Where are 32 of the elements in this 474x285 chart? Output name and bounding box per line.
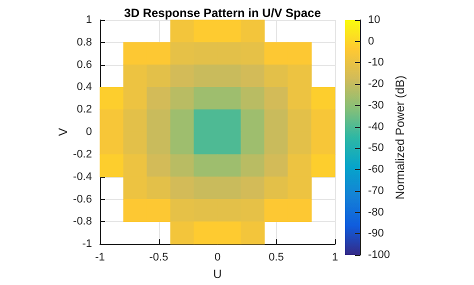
color-bar-label: -100 [368, 249, 390, 261]
y-tick-label: -0.6 [73, 193, 92, 206]
y-tick-label: -1 [82, 238, 92, 250]
color-bar-label: -40 [368, 120, 384, 133]
y-tick-label: -0.8 [73, 216, 92, 228]
y-tick-label: 1 [86, 14, 92, 26]
color-bar-label: -50 [368, 142, 384, 154]
color-bar-title: Normalized Power (dB) [393, 75, 407, 200]
y-tick-label: -0.2 [73, 148, 92, 160]
y-tick-label: -0.4 [73, 170, 92, 183]
color-bar-label: -90 [368, 228, 384, 240]
color-bar-label: 10 [368, 14, 380, 26]
color-bar-label: 0 [368, 35, 374, 48]
x-tick-label: 0 [214, 252, 221, 264]
y-tick-label: 0 [86, 126, 92, 138]
x-axis-title: U [213, 267, 222, 281]
y-axis-title: V [56, 128, 70, 136]
color-bar-label: -70 [368, 184, 384, 197]
color-bar-label: -30 [368, 99, 384, 112]
y-tick-label: 0.4 [76, 81, 92, 94]
y-tick-label: 0.8 [76, 36, 92, 48]
x-tick-label: 0.5 [268, 252, 284, 264]
x-tick-label: -1 [95, 252, 105, 264]
y-tick-label: 0.2 [76, 104, 92, 116]
color-bar-label: -20 [368, 78, 384, 90]
color-bar-label: -60 [368, 164, 384, 176]
color-bar-label: -80 [368, 206, 384, 218]
x-tick-label: 1 [332, 252, 338, 264]
x-tick-label: -0.5 [149, 252, 168, 264]
color-bar-label: -10 [368, 56, 384, 69]
y-tick-label: 0.6 [76, 58, 92, 71]
chart-title: 3D Response Pattern in U/V Space [124, 6, 322, 20]
